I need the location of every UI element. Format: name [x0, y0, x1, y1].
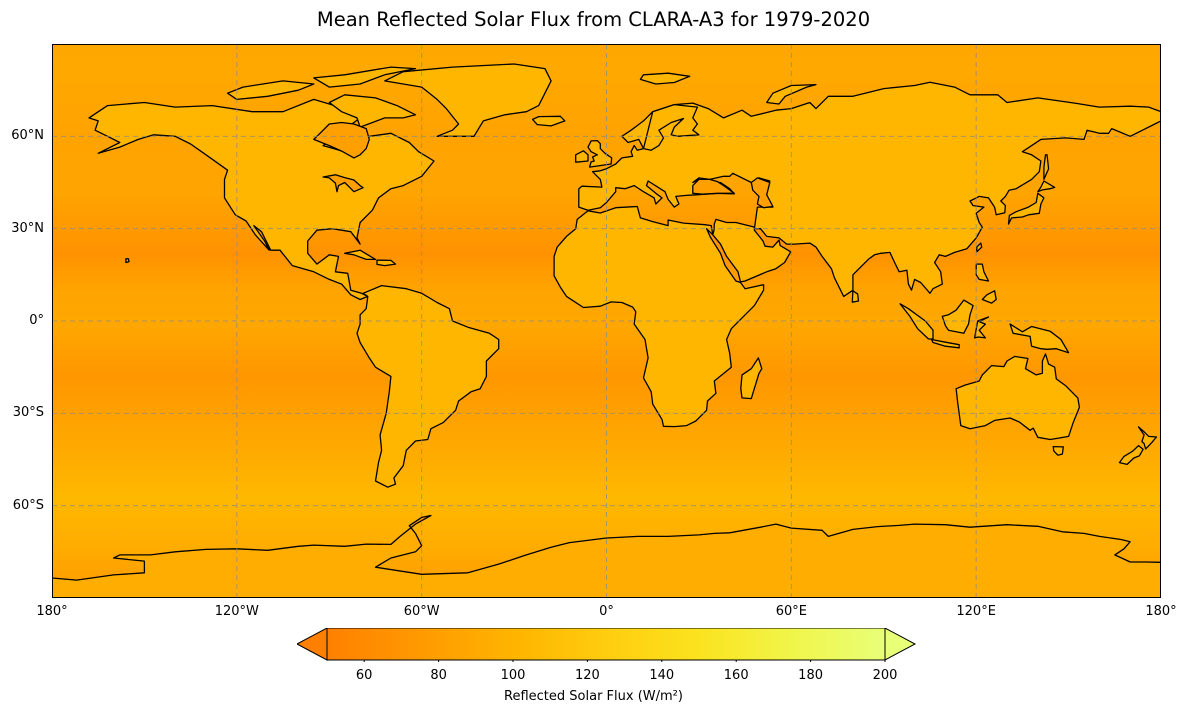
- landmass-cuba: [344, 249, 377, 261]
- colorbar-tick-label: 100: [500, 668, 526, 683]
- landmass-nz-south: [1118, 444, 1144, 466]
- landmass-japan-honshu: [1007, 192, 1045, 225]
- lat-label: 60°N: [11, 128, 44, 144]
- lon-label: 120°W: [214, 604, 259, 619]
- colorbar-tick-label: 180: [798, 668, 824, 683]
- lat-label: 30°S: [12, 405, 44, 421]
- landmass-philippines-luzon: [975, 263, 990, 282]
- water-great-lakes: [322, 174, 364, 193]
- colorbar-ticks: [363, 660, 886, 662]
- landmass-sulawesi: [973, 316, 990, 339]
- water-caspian-sea: [750, 177, 774, 209]
- colorbar-label: Reflected Solar Flux (W/m²): [504, 689, 683, 704]
- colorbar-tick-label: 80: [430, 668, 447, 683]
- colorbar-tick-label: 200: [872, 668, 898, 683]
- continents: [52, 63, 1161, 598]
- landmass-taiwan: [976, 242, 983, 253]
- landmass-sri-lanka: [851, 290, 860, 303]
- lat-label: 0°: [29, 313, 44, 328]
- landmass-iceland: [531, 115, 566, 127]
- lon-label: 0°: [599, 604, 614, 619]
- landmass-new-guinea: [1009, 323, 1070, 354]
- colorbar-extend-low: [297, 628, 328, 661]
- landmass-philippines-mindanao: [981, 290, 997, 304]
- landmass-south-america: [356, 284, 500, 488]
- water-hudson-bay: [313, 121, 370, 159]
- gridlines: [52, 44, 1161, 598]
- landmass-antarctica: [52, 514, 1161, 598]
- landmass-borneo: [941, 299, 974, 334]
- landmass-svalbard: [639, 72, 691, 85]
- lon-label: 180°: [1145, 604, 1177, 619]
- landmass-arctic-islands-2: [313, 66, 417, 88]
- landmass-sakhalin: [1043, 154, 1050, 181]
- landmass-arctic-islands-1: [226, 80, 315, 101]
- colorbar-tick-label: 60: [355, 668, 373, 683]
- landmass-eurasia: [578, 81, 1161, 298]
- landmass-nz-north: [1137, 426, 1158, 450]
- lat-label: 30°N: [11, 220, 44, 236]
- landmass-madagascar: [740, 357, 763, 400]
- landmass-arabia-filler: [712, 218, 792, 283]
- landmass-tasmania: [1052, 445, 1064, 456]
- landmass-hawaii: [125, 258, 130, 264]
- lon-label: 120°E: [956, 604, 996, 619]
- colorbar-tick-label: 160: [723, 668, 749, 683]
- world-map[interactable]: [52, 44, 1161, 598]
- landmass-scandinavia-sweden: [642, 103, 700, 151]
- landmass-hokkaido: [1037, 180, 1056, 193]
- landmass-north-america: [88, 98, 435, 301]
- lon-label: 60°E: [775, 604, 807, 619]
- landmass-novaya-zemlya: [766, 83, 817, 105]
- colorbar-extend-high: [884, 628, 917, 661]
- lat-label: 60°S: [12, 497, 44, 513]
- landmass-greenland: [384, 63, 552, 137]
- colorbar-tick-label: 140: [649, 668, 675, 683]
- colorbar-tick-label: 120: [574, 668, 600, 683]
- landmass-ireland: [575, 150, 589, 163]
- lon-label: 60°W: [403, 604, 440, 619]
- map-title: Mean Reflected Solar Flux from CLARA-A3 …: [316, 8, 871, 31]
- landmass-baffin: [328, 94, 417, 128]
- lon-label: 180°: [36, 604, 68, 619]
- map-panel[interactable]: [52, 44, 1161, 598]
- colorbar-body: [326, 628, 886, 661]
- landmass-britain: [587, 139, 613, 168]
- water-black-sea: [692, 178, 735, 195]
- colorbar: [297, 628, 917, 662]
- landmass-australia: [955, 353, 1081, 441]
- landmass-java: [930, 338, 960, 349]
- landmass-hispaniola: [376, 259, 397, 267]
- map-frame: [52, 44, 1161, 598]
